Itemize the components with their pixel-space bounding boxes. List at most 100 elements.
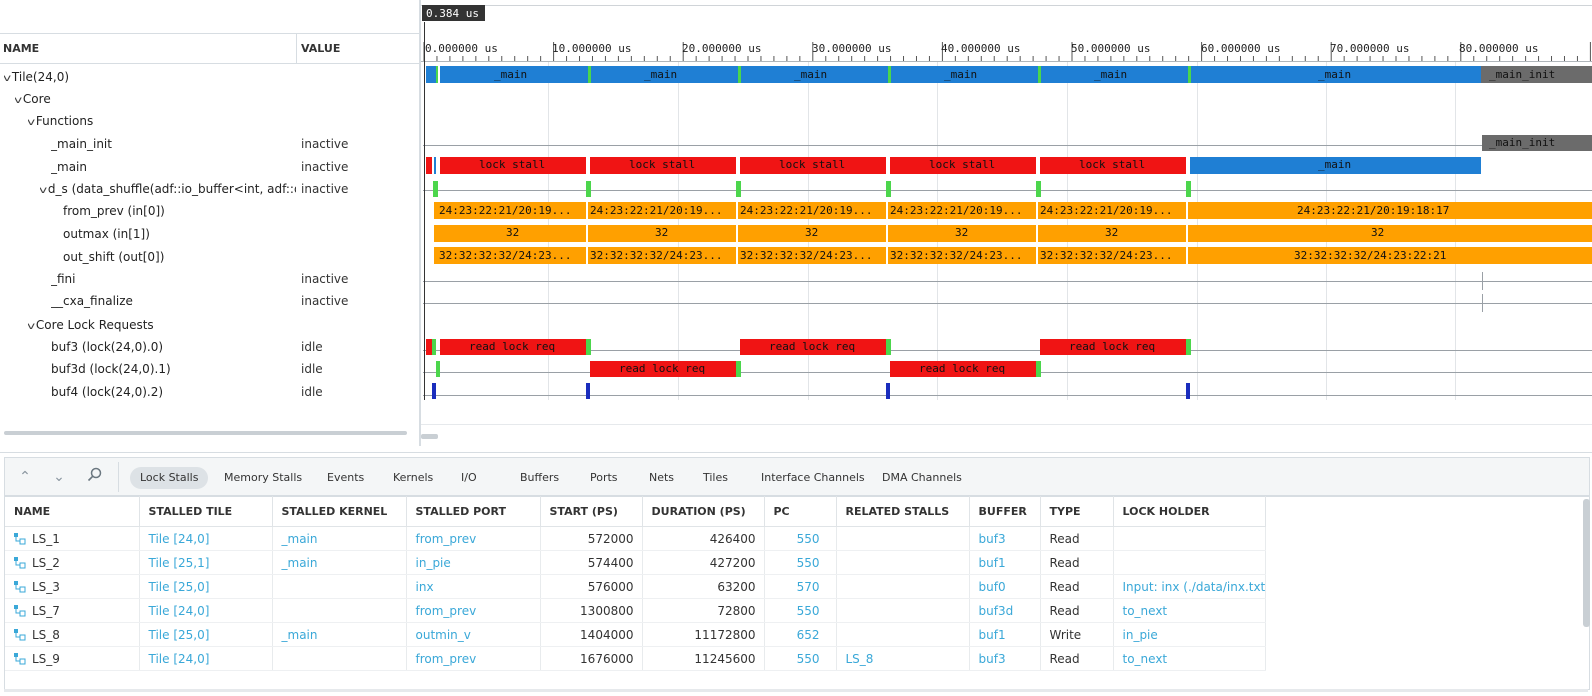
lock-segment[interactable]	[1186, 339, 1191, 355]
lock-segment[interactable]	[590, 361, 736, 377]
main-init-segment[interactable]	[1482, 135, 1592, 151]
wave-horizontal-scrollbar[interactable]	[421, 434, 438, 439]
outmax-segment[interactable]	[1188, 225, 1592, 242]
pc-link[interactable]: 550	[764, 598, 837, 623]
tab-interface-channels[interactable]: Interface Channels	[761, 471, 865, 484]
table-vertical-scrollbar[interactable]	[1583, 499, 1590, 627]
out-shift-segment[interactable]	[588, 247, 736, 264]
from-prev-segments[interactable]	[434, 202, 1592, 219]
stalled-kernel-link[interactable]: _main	[272, 622, 407, 647]
tree-row-tile[interactable]: vTile(24,0)	[0, 66, 419, 88]
main-segment[interactable]	[434, 157, 436, 174]
related-stalls-link[interactable]: LS_8	[836, 646, 970, 671]
out-shift-segment[interactable]	[1038, 247, 1186, 264]
tab-dma-channels[interactable]: DMA Channels	[882, 471, 962, 484]
tile-segment[interactable]	[738, 66, 741, 83]
lock-segment[interactable]	[886, 339, 891, 355]
out-shift-segment[interactable]	[434, 247, 586, 264]
chevron-down-icon[interactable]: v	[40, 185, 47, 196]
related-stalls-link[interactable]	[836, 622, 970, 647]
table-row[interactable]: LS_7 Tile [24,0] from_prev 1300800 72800…	[5, 598, 1267, 623]
main-segment[interactable]	[440, 157, 586, 174]
table-row[interactable]: LS_8 Tile [25,0] _main outmin_v 1404000 …	[5, 622, 1267, 647]
main-segment[interactable]	[1040, 157, 1186, 174]
tree-row-fini[interactable]: _fini inactive	[0, 268, 419, 290]
tile-segment[interactable]	[1188, 66, 1191, 83]
table-row[interactable]: LS_2 Tile [25,1] _main in_pie 574400 427…	[5, 550, 1267, 575]
tree-row-data-shuffle[interactable]: vd_s (data_shuffle(adf::io_buffer<int, a…	[0, 178, 419, 200]
tile-segment[interactable]	[1038, 66, 1041, 83]
lock-holder-link[interactable]: to_next	[1113, 646, 1267, 671]
outmax-segment[interactable]	[888, 225, 1036, 242]
col-duration[interactable]: DURATION (PS)	[642, 496, 765, 527]
col-name[interactable]: NAME	[5, 496, 140, 527]
stalled-port-link[interactable]: from_prev	[406, 598, 541, 623]
from-prev-segment[interactable]	[738, 202, 886, 219]
stalled-port-link[interactable]: from_prev	[406, 646, 541, 671]
tab-kernels[interactable]: Kernels	[393, 471, 434, 484]
tree-row-from-prev[interactable]: from_prev (in[0])	[0, 200, 419, 222]
pulse[interactable]	[586, 181, 591, 197]
lock-holder-link[interactable]: in_pie	[1113, 622, 1267, 647]
lock-segment[interactable]	[440, 339, 586, 355]
main-segment[interactable]	[590, 157, 736, 174]
pulse[interactable]	[1186, 181, 1191, 197]
pc-link[interactable]: 550	[764, 526, 837, 551]
out-shift-segment[interactable]	[738, 247, 886, 264]
out-shift-segments[interactable]	[434, 247, 1592, 264]
stalled-tile-link[interactable]: Tile [25,1]	[139, 550, 273, 575]
tree-row-buf3[interactable]: buf3 (lock(24,0).0) idle	[0, 336, 419, 358]
main-row-segments[interactable]	[426, 157, 1481, 174]
buffer-link[interactable]: buf1	[969, 622, 1041, 647]
stalled-kernel-link[interactable]	[272, 646, 407, 671]
lock-segment[interactable]	[1040, 339, 1186, 355]
stalled-port-link[interactable]: in_pie	[406, 550, 541, 575]
lock-segment[interactable]	[740, 339, 886, 355]
lock-segment[interactable]	[1036, 361, 1041, 377]
stalled-tile-link[interactable]: Tile [24,0]	[139, 526, 273, 551]
stalled-kernel-link[interactable]: _main	[272, 526, 407, 551]
tab-memory-stalls[interactable]: Memory Stalls	[224, 471, 303, 484]
tree-row-core-lock-requests[interactable]: vCore Lock Requests	[0, 314, 419, 336]
table-row[interactable]: LS_1 Tile [24,0] _main from_prev 572000 …	[5, 526, 1267, 551]
pc-link[interactable]: 550	[764, 550, 837, 575]
tree-row-out-shift[interactable]: out_shift (out[0])	[0, 246, 419, 268]
lock-holder-link[interactable]	[1113, 526, 1267, 551]
pulse[interactable]	[886, 383, 890, 399]
tile-segment[interactable]	[440, 66, 588, 83]
lock-segment[interactable]	[436, 361, 440, 377]
tree-horizontal-scrollbar[interactable]	[4, 431, 407, 435]
buffer-link[interactable]: buf3	[969, 646, 1041, 671]
tab-io[interactable]: I/O	[461, 471, 477, 484]
tab-tiles[interactable]: Tiles	[703, 471, 728, 484]
col-stalled-port[interactable]: STALLED PORT	[406, 496, 541, 527]
from-prev-segment[interactable]	[588, 202, 736, 219]
out-shift-segment[interactable]	[888, 247, 1036, 264]
stalled-tile-link[interactable]: Tile [25,0]	[139, 622, 273, 647]
tree-row-cxa-finalize[interactable]: __cxa_finalize inactive	[0, 290, 419, 312]
col-stalled-tile[interactable]: STALLED TILE	[139, 496, 273, 527]
stalled-tile-link[interactable]: Tile [25,0]	[139, 574, 273, 599]
tile-segment[interactable]	[1481, 66, 1592, 83]
outmax-segment[interactable]	[738, 225, 886, 242]
tab-lock-stalls[interactable]: Lock Stalls	[130, 467, 209, 489]
buf4-pulses[interactable]	[432, 383, 1190, 399]
tree-row-buf4[interactable]: buf4 (lock(24,0).2) idle	[0, 381, 419, 403]
main-segment[interactable]	[426, 157, 432, 174]
tree-row-outmax[interactable]: outmax (in[1])	[0, 223, 419, 245]
pulse[interactable]	[1036, 181, 1041, 197]
waveform-svg[interactable]: 0.000000 us 10.000000 us 20.000000 us 30…	[421, 0, 1592, 446]
lock-segment[interactable]	[432, 339, 436, 355]
related-stalls-link[interactable]	[836, 598, 970, 623]
tile-segment[interactable]	[891, 66, 1038, 83]
chevron-down-icon[interactable]: v	[15, 95, 22, 106]
lock-segment[interactable]	[736, 361, 741, 377]
from-prev-segment[interactable]	[888, 202, 1036, 219]
col-start[interactable]: START (PS)	[540, 496, 643, 527]
chevron-down-icon[interactable]: v	[28, 117, 35, 128]
col-related-stalls[interactable]: RELATED STALLS	[836, 496, 970, 527]
pulse[interactable]	[432, 383, 436, 399]
outmax-segments[interactable]	[434, 225, 1592, 242]
pc-link[interactable]: 550	[764, 646, 837, 671]
lock-segment[interactable]	[890, 361, 1036, 377]
